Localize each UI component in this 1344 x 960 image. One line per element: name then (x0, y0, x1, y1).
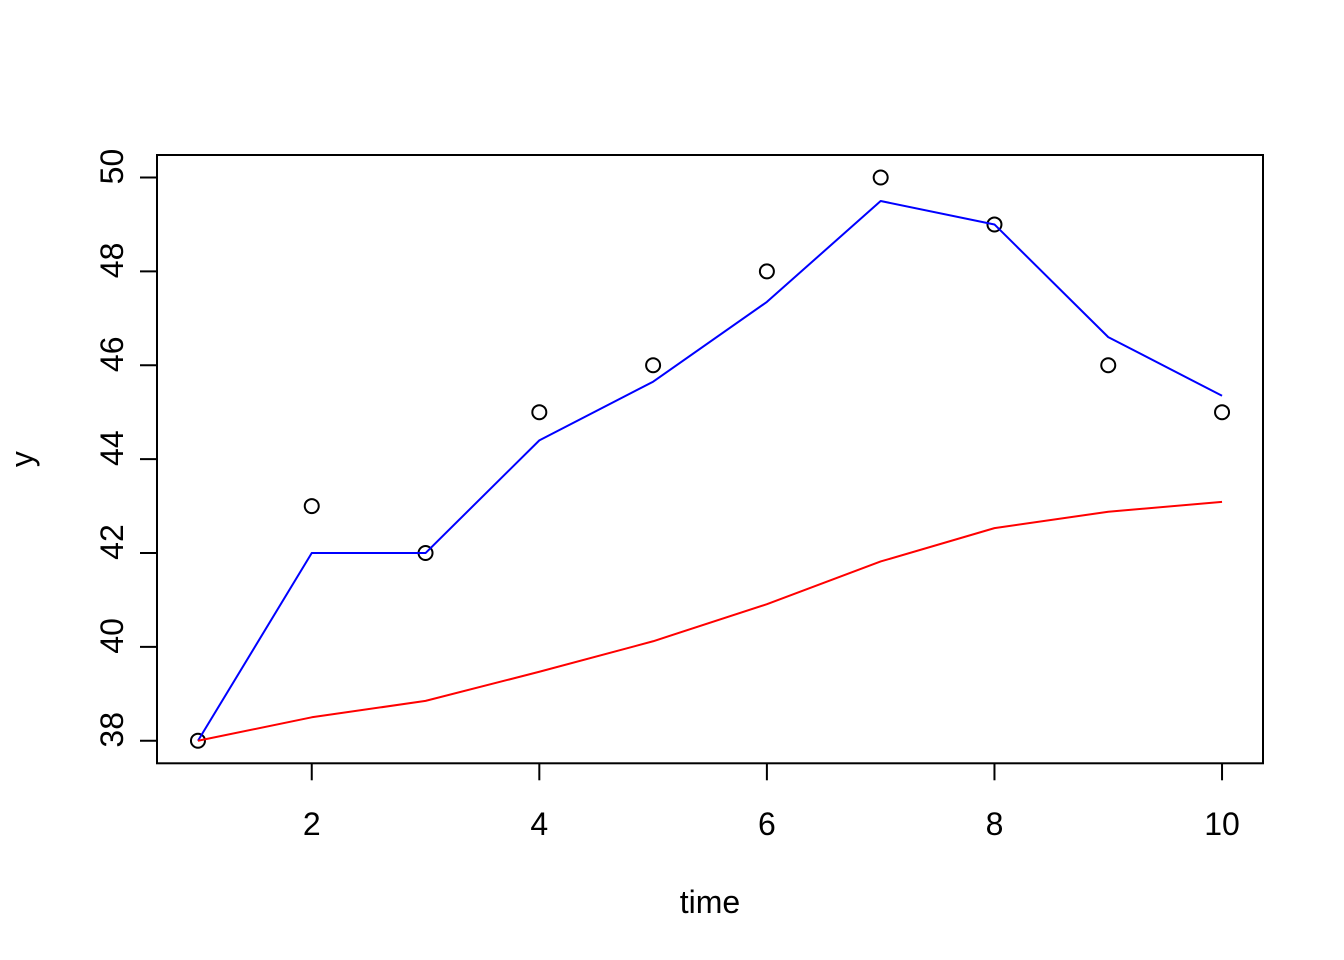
data-point-marker-observations (986, 216, 1003, 233)
y-axis-tick-label: 50 (94, 149, 130, 185)
data-point-marker-observations (1214, 404, 1231, 421)
filtered-line (197, 199, 1223, 742)
smoothed-line (197, 500, 1223, 742)
x-axis-tick-label: 10 (1204, 806, 1240, 842)
data-point-marker-observations (189, 732, 206, 749)
data-point-marker-observations (872, 169, 889, 186)
x-axis-tick-label: 4 (530, 806, 548, 842)
x-axis-tick-label: 2 (303, 806, 321, 842)
y-axis-tick-label: 40 (94, 618, 130, 654)
x-axis-tick-label: 8 (986, 806, 1004, 842)
x-axis-label: time (680, 884, 740, 920)
data-point-marker-observations (645, 357, 662, 374)
y-axis-tick-label: 44 (94, 430, 130, 466)
y-axis-tick-label: 46 (94, 336, 130, 372)
data-point-marker-observations (531, 404, 548, 421)
data-point-marker-observations (1100, 357, 1117, 374)
plot-box (156, 154, 1264, 765)
y-axis-tick-label: 42 (94, 524, 130, 560)
data-point-marker-observations (303, 498, 320, 515)
y-axis-tick-label: 48 (94, 243, 130, 279)
x-axis-tick-label: 6 (758, 806, 776, 842)
y-axis-label: y (4, 451, 40, 467)
y-axis-tick-label: 38 (94, 712, 130, 748)
data-point-marker-observations (758, 263, 775, 280)
